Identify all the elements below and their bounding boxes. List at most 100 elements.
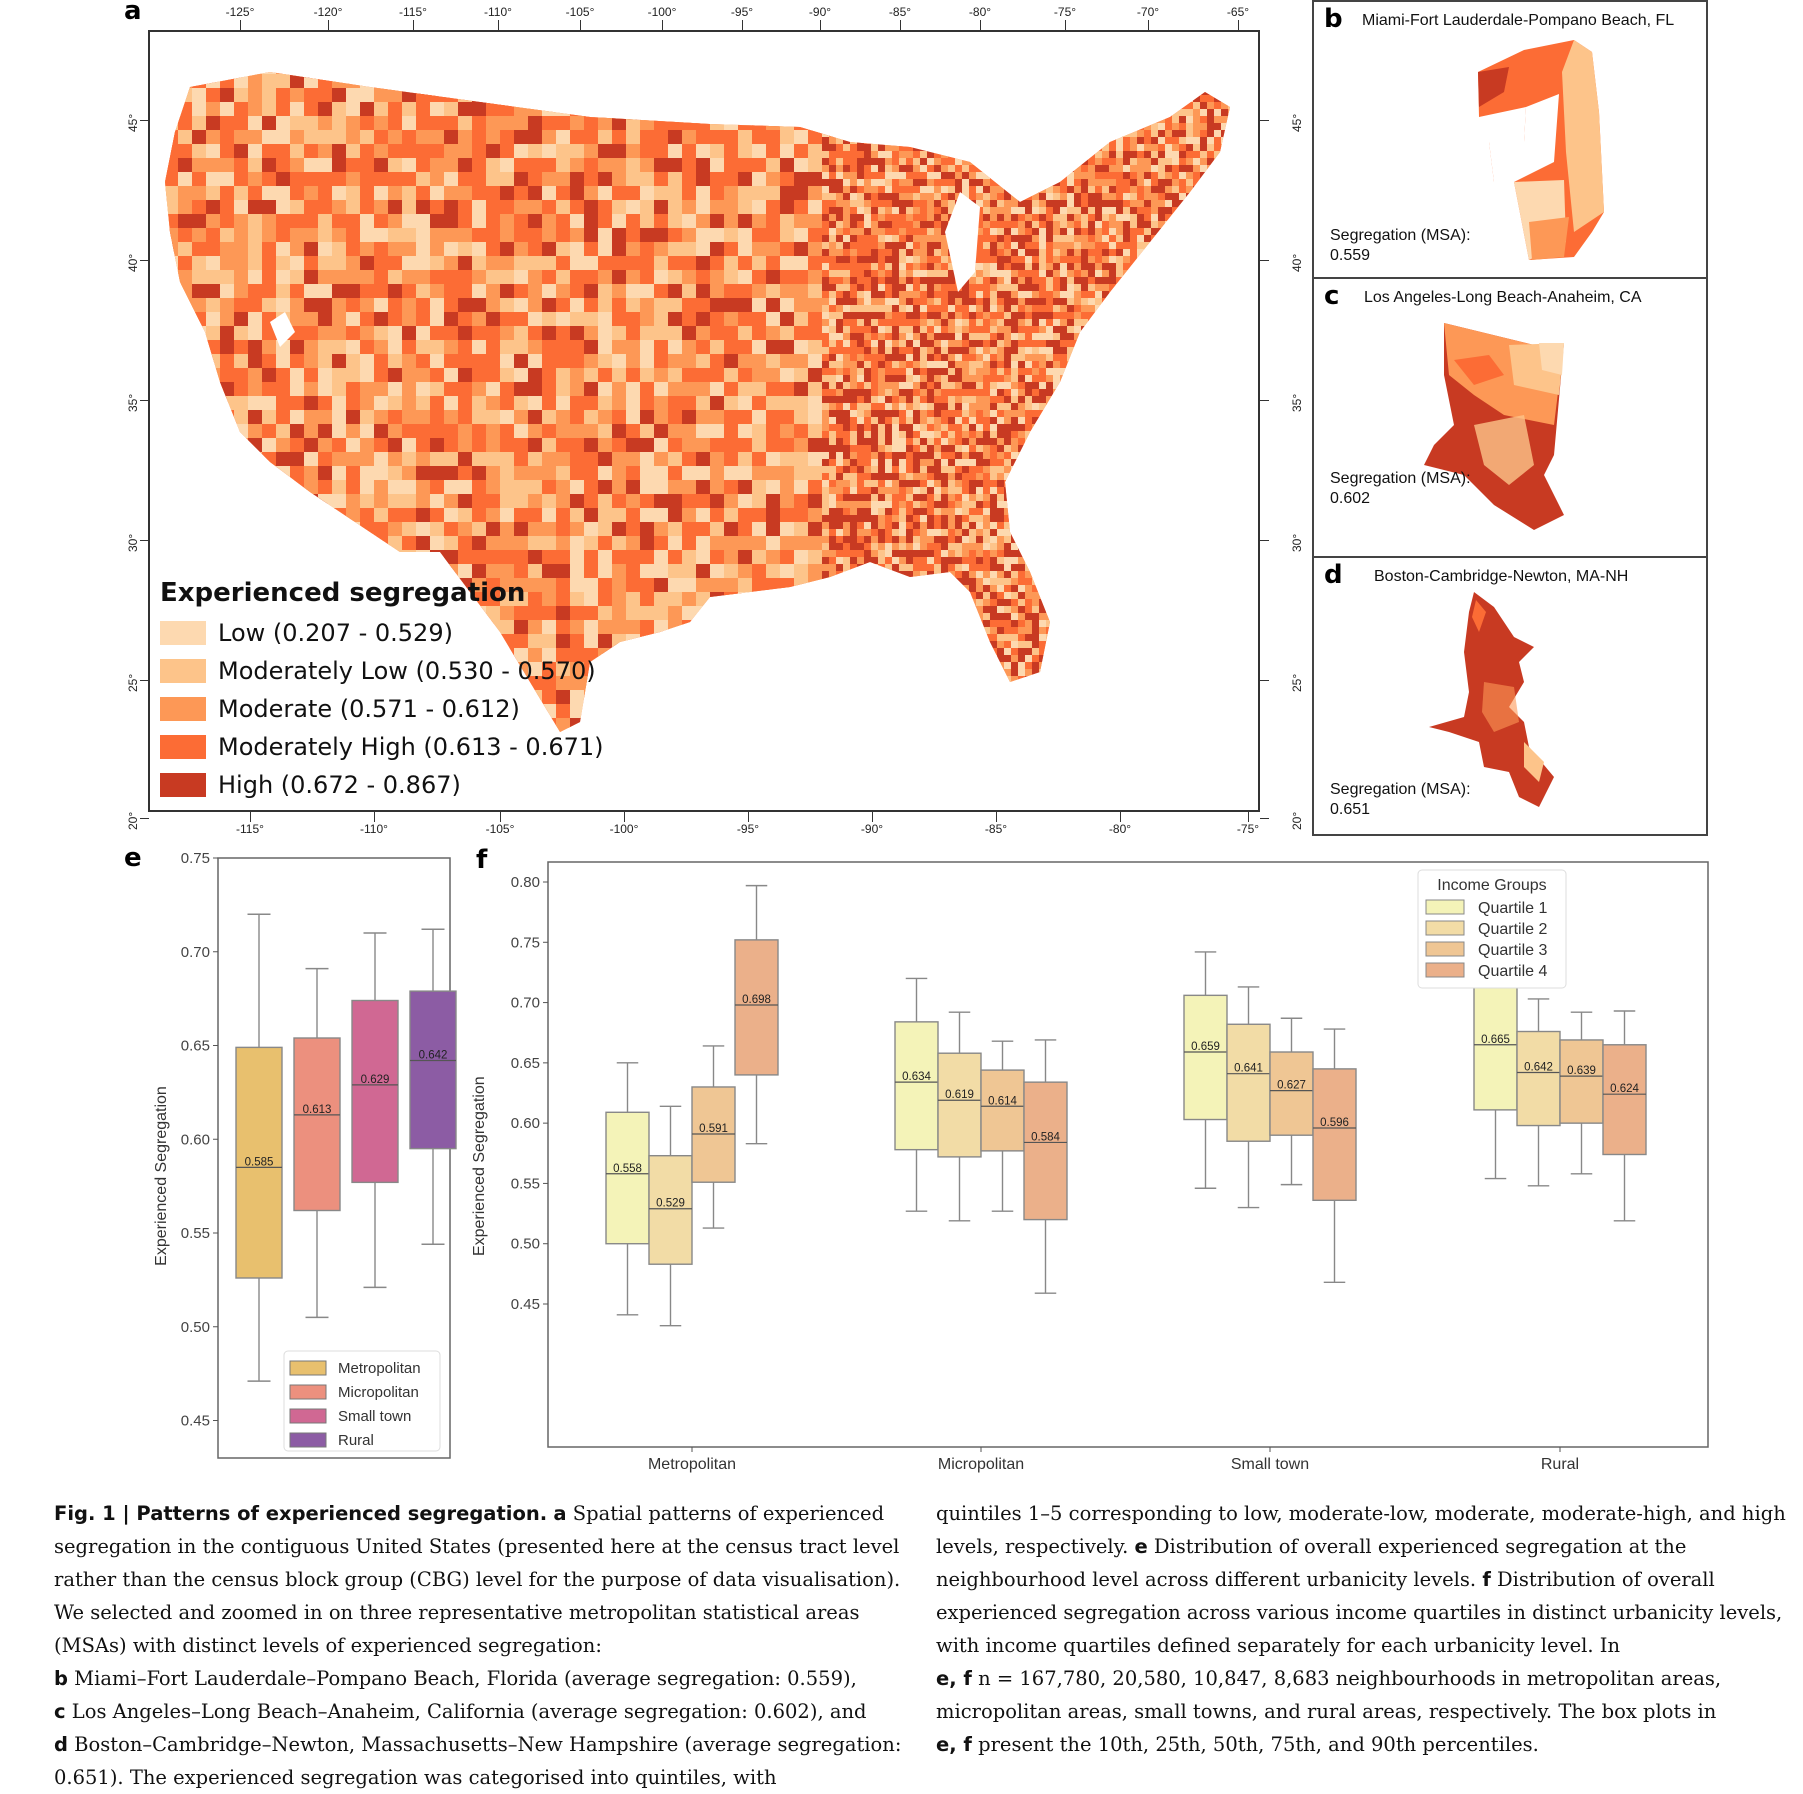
top-longitude-tick	[1238, 20, 1239, 30]
top-longitude-tick	[1065, 20, 1066, 30]
bottom-longitude-tick-label: -80°	[1109, 822, 1131, 836]
map-legend-item: Low (0.207 - 0.529)	[160, 614, 604, 652]
legend-swatch	[1426, 921, 1464, 935]
median-label: 0.619	[945, 1089, 974, 1101]
right-latitude-tick	[1260, 260, 1269, 261]
right-latitude-tick	[1260, 120, 1269, 121]
y-tick-label: 0.75	[511, 934, 540, 951]
top-longitude-tick-label: -75°	[1054, 5, 1076, 19]
legend-swatch	[290, 1433, 326, 1447]
y-tick-label: 0.75	[181, 850, 210, 867]
left-latitude-tick-label: 30°	[126, 534, 140, 552]
top-longitude-tick-label: -85°	[889, 5, 911, 19]
median-label: 0.642	[1524, 1062, 1553, 1074]
y-tick-label: 0.80	[511, 874, 540, 891]
left-latitude-tick	[140, 818, 149, 819]
median-label: 0.596	[1320, 1117, 1349, 1129]
median-label: 0.591	[699, 1123, 728, 1135]
iqr-box	[981, 1070, 1024, 1151]
median-label: 0.584	[1031, 1131, 1060, 1143]
caption-col1-text: Fig. 1 | Patterns of experienced segrega…	[54, 1497, 914, 1794]
caption-bold-c: c	[54, 1700, 66, 1723]
left-latitude-tick-label: 25°	[126, 674, 140, 692]
legend-swatch	[160, 621, 206, 645]
right-latitude-tick-label: 20°	[1290, 812, 1304, 830]
left-latitude-tick-label: 35°	[126, 394, 140, 412]
right-latitude-tick-label: 25°	[1290, 674, 1304, 692]
inset-title-los-angeles: Los Angeles-Long Beach-Anaheim, CA	[1364, 289, 1642, 307]
median-label: 0.613	[303, 1104, 332, 1116]
y-tick-label: 0.50	[511, 1236, 540, 1253]
legend-label: Quartile 2	[1478, 921, 1547, 938]
bottom-longitude-tick	[624, 812, 625, 822]
right-latitude-tick	[1260, 400, 1269, 401]
bottom-longitude-tick-label: -105°	[486, 822, 515, 836]
top-longitude-tick	[900, 20, 901, 30]
top-longitude-tick-label: -110°	[484, 5, 512, 19]
right-latitude-tick-label: 30°	[1290, 534, 1304, 552]
panel-label-d: d	[1324, 560, 1343, 590]
y-tick-label: 0.60	[181, 1131, 210, 1148]
legend-label: Quartile 1	[1478, 900, 1547, 917]
iqr-box	[1270, 1052, 1313, 1135]
iqr-box	[1313, 1069, 1356, 1200]
inset-seg-label-boston: Segregation (MSA):	[1330, 780, 1471, 799]
caption-col2-text: quintiles 1–5 corresponding to low, mode…	[936, 1497, 1796, 1761]
inset-los-angeles[interactable]: c Los Angeles-Long Beach-Anaheim, CA Seg…	[1312, 277, 1708, 558]
legend-swatch	[160, 735, 206, 759]
median-label: 0.641	[1234, 1063, 1263, 1075]
y-tick-label: 0.45	[511, 1296, 540, 1313]
top-longitude-tick-label: -80°	[969, 5, 991, 19]
legend-swatch	[1426, 900, 1464, 914]
map-legend-item: Moderate (0.571 - 0.612)	[160, 690, 604, 728]
top-longitude-tick-label: -115°	[399, 5, 427, 19]
legend-label: Small town	[338, 1408, 411, 1425]
bottom-longitude-tick-label: -115°	[236, 822, 264, 836]
right-latitude-tick-label: 35°	[1290, 394, 1304, 412]
median-label: 0.665	[1481, 1034, 1510, 1046]
map-legend-label: Moderate (0.571 - 0.612)	[218, 695, 520, 723]
median-label: 0.639	[1567, 1065, 1596, 1077]
median-label: 0.614	[988, 1095, 1017, 1107]
map-legend-item: Moderately Low (0.530 - 0.570)	[160, 652, 604, 690]
top-longitude-tick	[240, 20, 241, 30]
bottom-longitude-tick	[374, 812, 375, 822]
inset-seg-value-boston: 0.651	[1330, 800, 1370, 819]
bottom-longitude-tick-label: -100°	[610, 822, 639, 836]
x-tick-label: Rural	[1541, 1456, 1579, 1473]
inset-miami[interactable]: b Miami-Fort Lauderdale-Pompano Beach, F…	[1312, 0, 1708, 279]
y-axis-label: Experienced Segregation	[153, 1086, 170, 1266]
iqr-box	[352, 1001, 398, 1183]
map-legend-title: Experienced segregation	[160, 578, 604, 608]
legend-swatch	[1426, 942, 1464, 956]
map-legend-item: High (0.672 - 0.867)	[160, 766, 604, 804]
right-latitude-tick	[1260, 540, 1269, 541]
iqr-box	[1560, 1040, 1603, 1123]
y-tick-label: 0.65	[511, 1055, 540, 1072]
top-longitude-tick	[662, 20, 663, 30]
y-axis-label: Experienced Segregation	[471, 1076, 488, 1256]
inset-seg-label-los-angeles: Segregation (MSA):	[1330, 469, 1471, 488]
inset-title-boston: Boston-Cambridge-Newton, MA-NH	[1374, 568, 1628, 586]
iqr-box	[895, 1022, 938, 1150]
top-longitude-tick	[580, 20, 581, 30]
boston-msa-map	[1424, 592, 1624, 837]
right-latitude-tick	[1260, 680, 1269, 681]
map-legend-item: Moderately High (0.613 - 0.671)	[160, 728, 604, 766]
caption-bold-d: d	[54, 1733, 68, 1756]
x-tick-label: Metropolitan	[648, 1456, 736, 1473]
top-longitude-tick	[820, 20, 821, 30]
caption-bold-ef-percentiles: e, f	[936, 1733, 972, 1756]
top-longitude-tick-label: -90°	[809, 5, 831, 19]
bottom-longitude-tick	[748, 812, 749, 822]
legend-swatch	[290, 1361, 326, 1375]
top-longitude-tick-label: -105°	[566, 5, 595, 19]
caption-text-c: Los Angeles–Long Beach–Anaheim, Californ…	[66, 1700, 867, 1723]
median-label: 0.529	[656, 1198, 685, 1210]
iqr-box	[1024, 1082, 1067, 1219]
inset-boston[interactable]: d Boston-Cambridge-Newton, MA-NH Segrega…	[1312, 556, 1708, 836]
y-tick-label: 0.70	[181, 944, 210, 961]
caption-column-1: Fig. 1 | Patterns of experienced segrega…	[54, 1497, 914, 1794]
bottom-longitude-tick	[1120, 812, 1121, 822]
caption-column-2: quintiles 1–5 corresponding to low, mode…	[936, 1497, 1796, 1761]
